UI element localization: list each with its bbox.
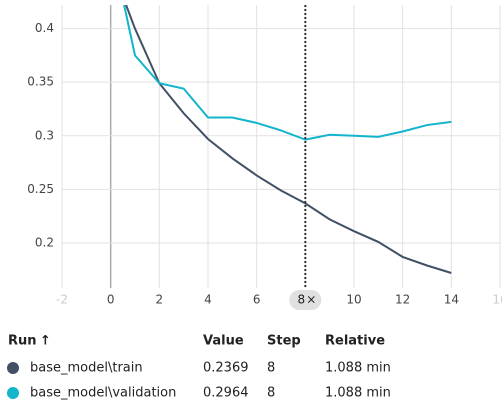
y-tick-label: 0.2 (35, 235, 54, 249)
x-tick-label: 6 (253, 293, 261, 307)
header-step: Step (267, 334, 301, 349)
run-value: 0.2964 (203, 386, 249, 401)
x-tick-label: 10 (346, 293, 361, 307)
y-tick-label: 0.35 (27, 75, 54, 89)
y-tick-label: 0.4 (35, 21, 54, 35)
x-tick-label: 12 (395, 293, 410, 307)
hover-close: × (306, 293, 316, 307)
header-value: Value (203, 334, 244, 349)
run-step: 8 (267, 361, 275, 376)
x-tick-label: 16 (492, 293, 502, 307)
run-relative: 1.088 min (325, 361, 391, 376)
hover-step-label: 8 (298, 293, 306, 307)
x-tick-label: 0 (107, 293, 115, 307)
run-color (7, 362, 19, 374)
run-name: base_model\validation (30, 386, 176, 401)
plot (123, 5, 452, 274)
series-line (125, 5, 452, 274)
x-tick-label: -2 (56, 293, 68, 307)
hover-pill (289, 290, 322, 310)
sort-arrow[interactable]: ↑ (40, 334, 51, 349)
series-line (123, 5, 452, 141)
grid (61, 5, 501, 288)
x-tick-label: 2 (156, 293, 164, 307)
run-relative: 1.088 min (325, 386, 391, 401)
run-color (7, 387, 19, 399)
y-tick-label: 0.3 (35, 128, 54, 142)
run-name: base_model\train (30, 361, 143, 376)
header-run[interactable]: Run (8, 334, 37, 349)
y-tick-label: 0.25 (27, 182, 54, 196)
run-value: 0.2369 (203, 361, 249, 376)
run-step: 8 (267, 386, 275, 401)
x-tick-label: 4 (204, 293, 212, 307)
axes: -2 0 2 4 6 10 12 14 16 0.2 0.25 0.3 0.35 0.4 8× (27, 5, 502, 310)
header-relative: Relative (325, 334, 385, 349)
x-tick-label: 14 (444, 293, 459, 307)
